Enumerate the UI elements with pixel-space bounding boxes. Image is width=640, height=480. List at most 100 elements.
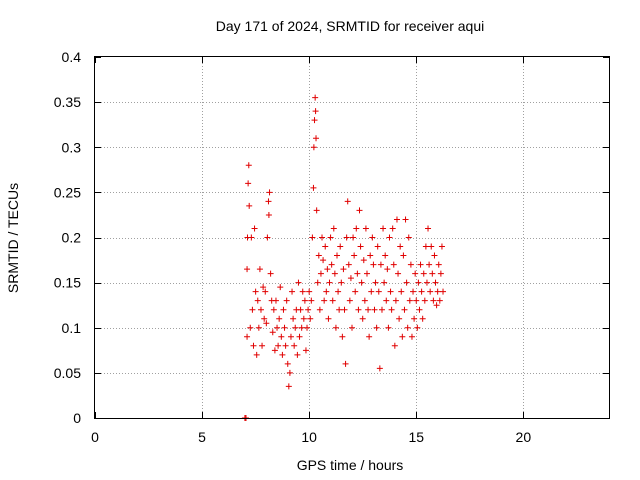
data-point — [388, 306, 395, 313]
data-point — [307, 315, 314, 322]
data-point — [341, 306, 348, 313]
data-point — [426, 261, 433, 268]
data-point — [269, 329, 276, 336]
data-point — [354, 270, 361, 277]
data-point — [404, 324, 411, 331]
data-point — [321, 297, 328, 304]
data-point — [275, 342, 282, 349]
data-point — [327, 234, 334, 241]
data-point — [407, 261, 414, 268]
data-point — [417, 261, 424, 268]
data-point — [391, 342, 398, 349]
data-point — [366, 333, 373, 340]
data-point — [306, 288, 313, 295]
data-point — [253, 351, 260, 358]
data-point — [402, 216, 409, 223]
data-point — [296, 333, 303, 340]
data-point — [291, 342, 298, 349]
data-point — [286, 369, 293, 376]
data-point — [322, 243, 329, 250]
data-point — [284, 360, 291, 367]
data-point — [340, 266, 347, 273]
data-point — [375, 288, 382, 295]
y-tick-label: 0.35 — [54, 94, 81, 110]
data-point — [299, 288, 306, 295]
data-point — [292, 324, 299, 331]
data-point — [418, 288, 425, 295]
data-point — [378, 306, 385, 313]
data-point — [302, 347, 309, 354]
data-point — [254, 297, 261, 304]
data-point — [280, 306, 287, 313]
data-point — [347, 275, 354, 282]
data-point — [265, 211, 272, 218]
data-point — [290, 315, 297, 322]
data-point — [277, 284, 284, 291]
x-tick-labels: 0 5 10 15 20 — [91, 429, 531, 445]
data-point — [365, 306, 372, 313]
data-point — [337, 243, 344, 250]
data-point — [368, 288, 375, 295]
data-point — [289, 288, 296, 295]
data-point — [314, 279, 321, 286]
data-point — [396, 315, 403, 322]
data-point — [376, 365, 383, 372]
data-point — [433, 302, 440, 309]
data-point — [355, 306, 362, 313]
data-point — [423, 279, 430, 286]
data-point — [400, 252, 407, 259]
data-point — [308, 297, 315, 304]
y-tick-label: 0.1 — [62, 320, 82, 336]
data-point — [245, 180, 252, 187]
y-tick-label: 0.05 — [54, 365, 81, 381]
data-point — [373, 324, 380, 331]
data-point — [295, 279, 302, 286]
data-point — [332, 324, 339, 331]
data-point — [410, 288, 417, 295]
data-point — [336, 306, 343, 313]
data-point — [395, 270, 402, 277]
y-tick-label: 0.4 — [62, 49, 82, 65]
data-point — [346, 297, 353, 304]
data-point — [285, 383, 292, 390]
data-point — [328, 261, 335, 268]
data-point — [326, 279, 333, 286]
data-point — [287, 333, 294, 340]
data-point — [401, 306, 408, 313]
data-point — [334, 252, 341, 259]
data-point — [374, 243, 381, 250]
data-point — [405, 234, 412, 241]
data-point — [382, 252, 389, 259]
data-point — [279, 351, 286, 358]
data-point — [265, 198, 272, 205]
data-point — [325, 315, 332, 322]
data-point — [392, 297, 399, 304]
data-point — [436, 297, 443, 304]
data-point — [397, 243, 404, 250]
data-point — [274, 324, 281, 331]
data-point — [344, 198, 351, 205]
data-point — [311, 117, 318, 124]
data-point — [297, 306, 304, 313]
data-point — [298, 324, 305, 331]
x-tick-label: 10 — [301, 429, 317, 445]
data-point — [315, 252, 322, 259]
data-point — [362, 225, 369, 232]
y-tick-label: 0.2 — [62, 230, 82, 246]
x-tick-label: 15 — [408, 429, 424, 445]
data-point — [385, 324, 392, 331]
data-point — [408, 333, 415, 340]
data-point — [244, 266, 251, 273]
data-point — [429, 270, 436, 277]
data-point — [428, 243, 435, 250]
data-point — [266, 189, 273, 196]
data-point — [246, 202, 253, 209]
data-point — [283, 297, 290, 304]
data-point — [422, 243, 429, 250]
data-point — [420, 270, 427, 277]
y-tick-label: 0.25 — [54, 184, 81, 200]
data-point — [255, 324, 262, 331]
x-tick-label: 0 — [91, 429, 99, 445]
data-point — [304, 324, 311, 331]
